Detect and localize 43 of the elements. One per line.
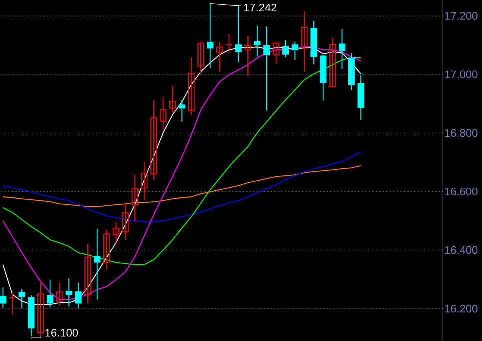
candlestick [254,26,261,58]
candlestick [273,42,280,65]
y-tick-label: 17.200 [445,12,478,20]
candlestick [160,96,167,131]
candlestick [47,279,54,308]
candlestick [188,57,195,116]
candlestick [141,161,148,200]
candlestick [38,279,44,339]
candlestick [198,41,204,76]
candlestick [112,222,120,246]
candlestick [84,243,92,304]
candlestick [66,278,72,308]
candlestick [207,3,214,69]
candlestick [338,28,346,70]
annotation: 16.100 [46,329,78,337]
candlestick [104,229,110,270]
candlestick [0,287,6,308]
y-tick-label: 17.000 [445,70,478,79]
candlestick [292,41,298,60]
candlestick [56,282,63,306]
y-tick-label: 16.600 [445,188,478,196]
candlestick [150,100,158,180]
candlestick [122,202,129,240]
candlestick [235,4,242,63]
y-tick-label: 16.800 [445,129,478,138]
candlestick [178,100,186,122]
candlestick [75,282,82,309]
candlestick [244,36,252,77]
candlestick [94,228,101,300]
annotation: 17.242 [244,4,277,12]
candlestick [358,74,364,120]
y-tick-label: 16.200 [445,304,478,313]
candlestick [282,40,290,58]
candlestick [132,174,138,222]
candlestick [216,42,224,72]
candlestick [226,34,232,54]
candlestick [169,86,176,114]
candlestick [301,10,308,72]
candlestick [9,292,16,316]
candlestick [264,26,270,112]
candlestick [330,37,336,88]
candlestick [18,288,26,309]
y-tick-label: 16.400 [445,246,478,254]
